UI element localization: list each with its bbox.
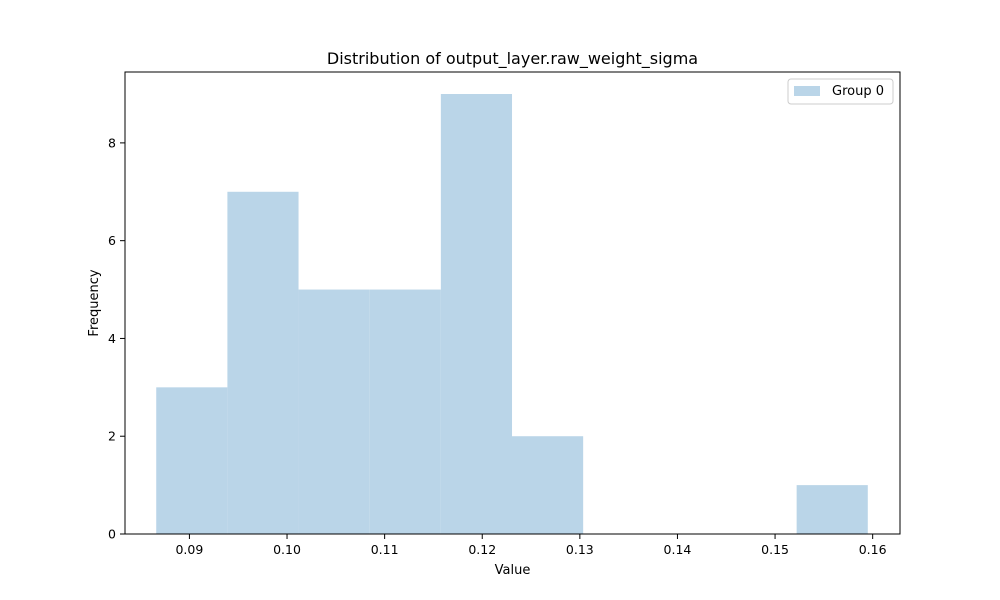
x-tick-label: 0.11 [371, 542, 399, 557]
x-tick-label: 0.09 [175, 542, 203, 557]
histogram-bar [796, 485, 868, 534]
x-tick-label: 0.14 [664, 542, 692, 557]
y-tick-label: 6 [108, 233, 116, 248]
legend-box [787, 78, 894, 105]
legend-swatch [794, 86, 820, 96]
y-axis-ticks: 0 2 4 6 8 [108, 135, 125, 542]
y-axis-label: Frequency [87, 269, 102, 336]
legend-label-group-0: Group 0 [832, 84, 884, 99]
bars-group [156, 94, 868, 534]
histogram-bar [227, 191, 299, 534]
x-tick-label: 0.12 [468, 542, 496, 557]
y-tick-label: 2 [108, 429, 116, 444]
y-tick-label: 0 [108, 527, 116, 542]
legend: Group 0 [787, 78, 894, 105]
x-tick-label: 0.10 [273, 542, 301, 557]
x-axis-label: Value [495, 563, 531, 578]
y-tick-label: 8 [108, 135, 116, 150]
x-tick-label: 0.15 [761, 542, 789, 557]
x-tick-label: 0.16 [859, 542, 887, 557]
histogram-bar [156, 387, 228, 534]
chart-title: Distribution of output_layer.raw_weight_… [327, 49, 698, 69]
histogram-bar [369, 289, 441, 534]
histogram-bar [298, 289, 370, 534]
y-tick-label: 4 [108, 331, 116, 346]
x-tick-label: 0.13 [566, 542, 594, 557]
histogram-bar [512, 436, 584, 534]
plot-frame [124, 71, 901, 535]
histogram-bar [440, 94, 513, 534]
x-axis-ticks: 0.09 0.10 0.11 0.12 0.13 0.14 0.15 0.16 [175, 534, 887, 557]
